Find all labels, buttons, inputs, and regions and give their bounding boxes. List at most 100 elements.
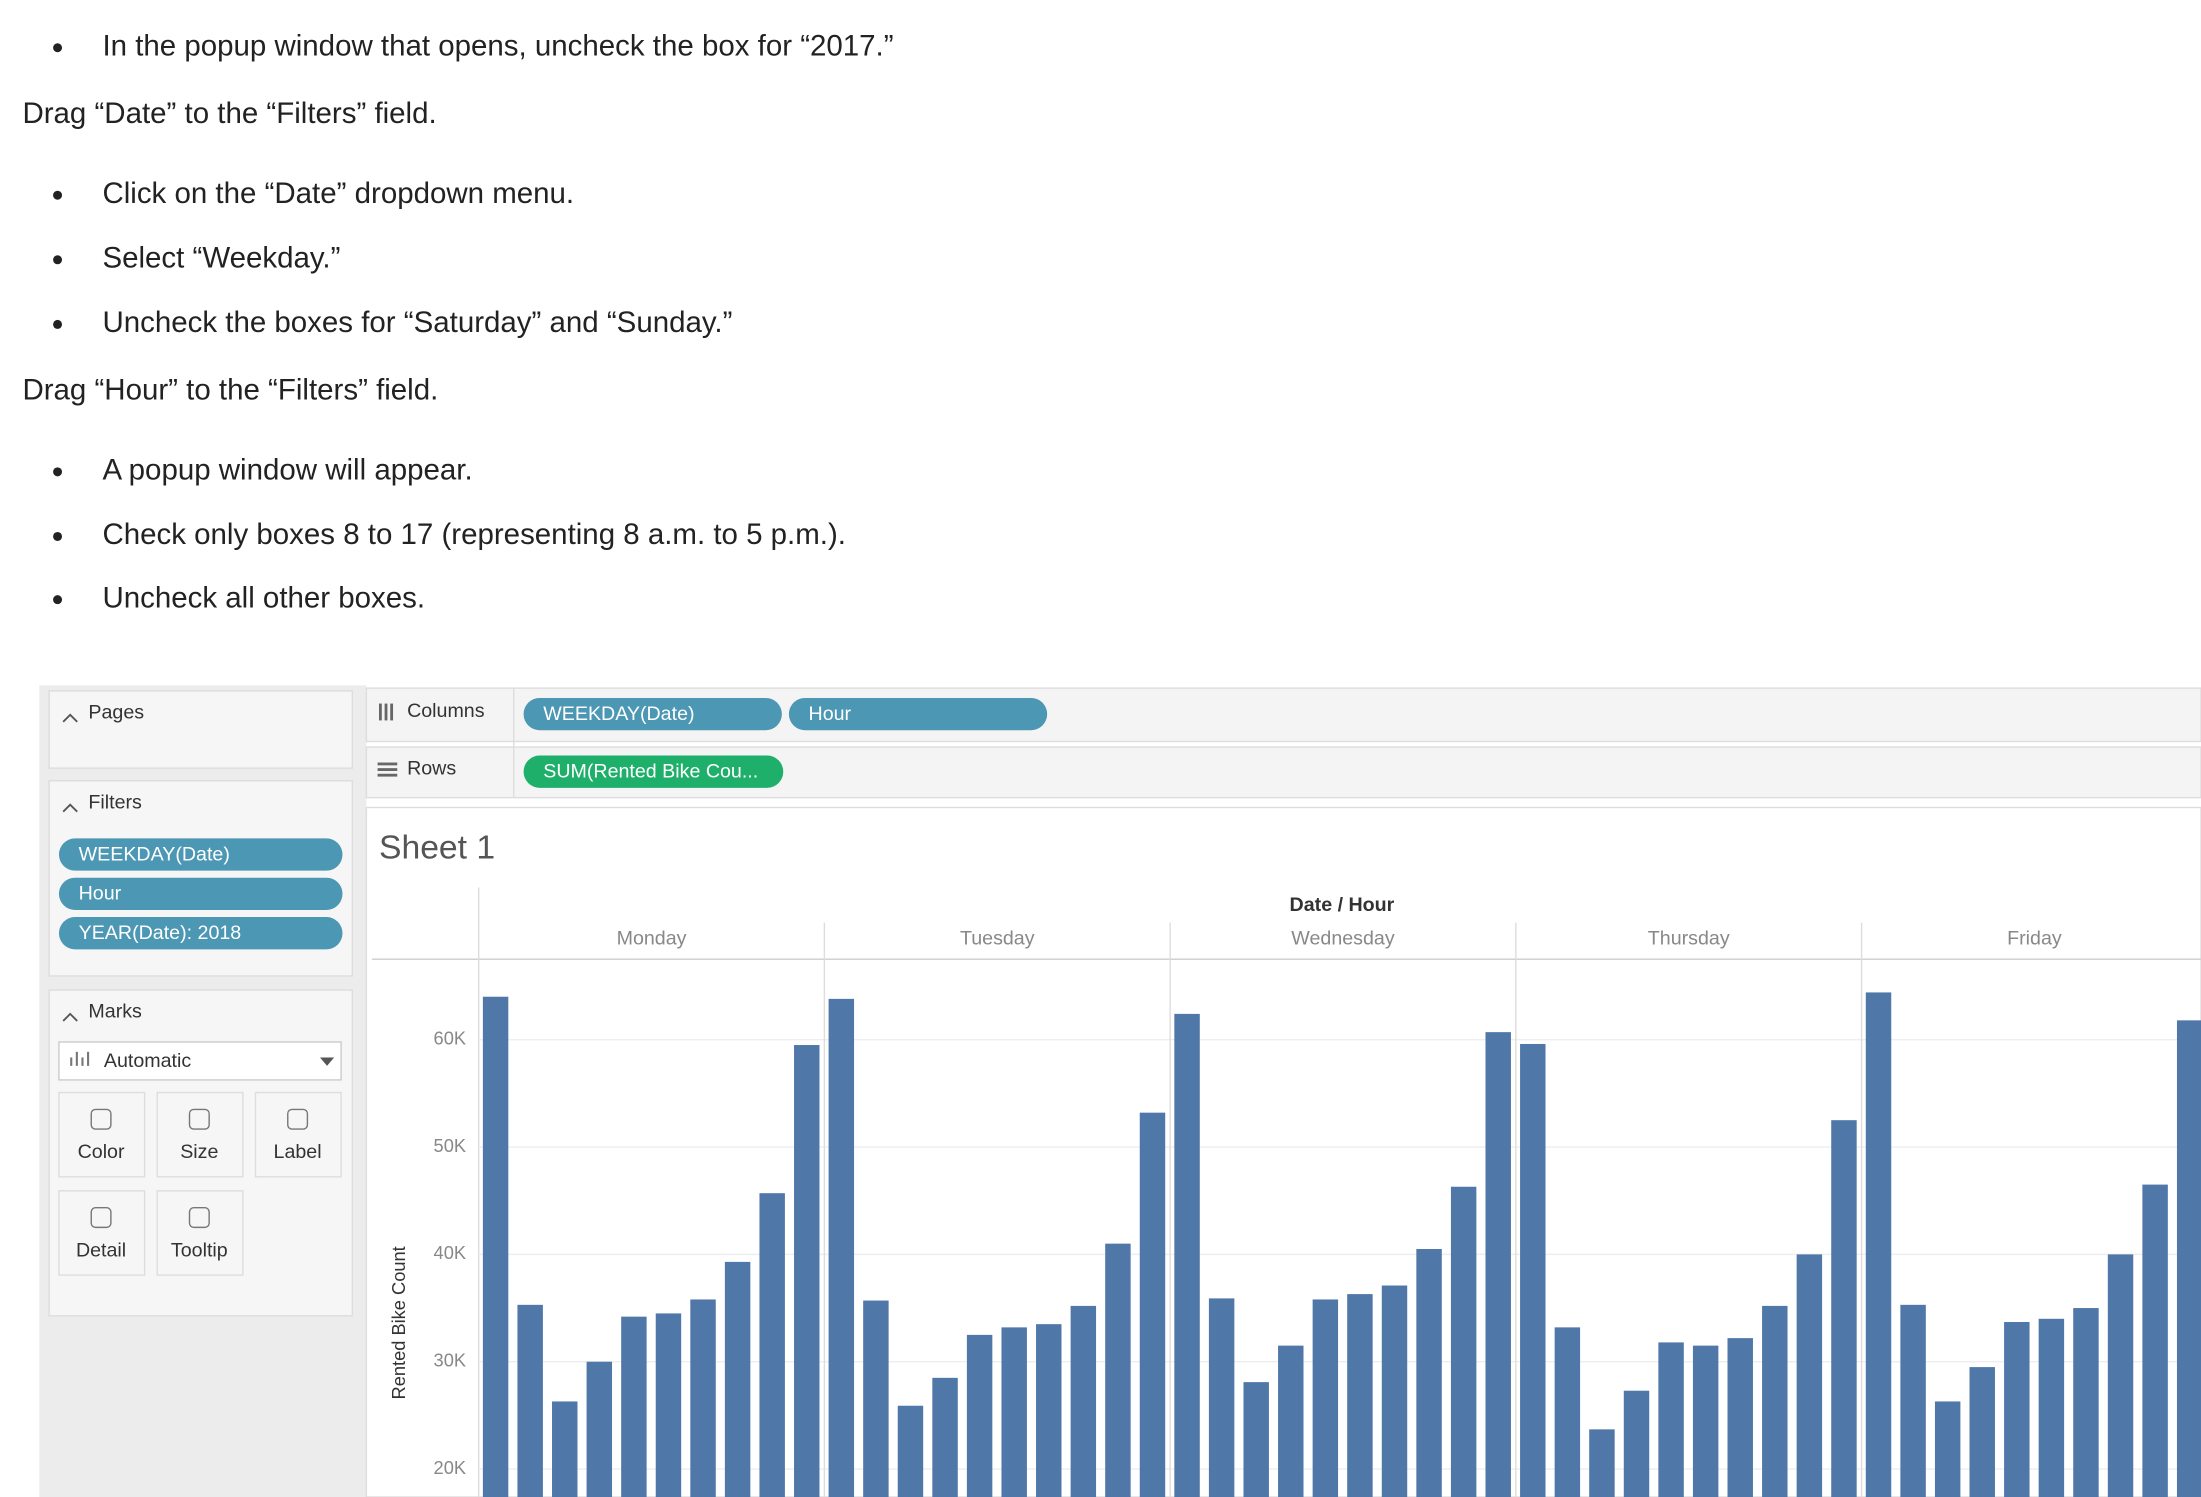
bar [517, 1304, 543, 1497]
day-header: Monday [617, 928, 687, 950]
marks-button-icon [90, 1207, 112, 1229]
instruction-text: Uncheck the boxes for “Saturday” and “Su… [102, 306, 732, 339]
columns-icon [384, 703, 388, 721]
bar [932, 1377, 958, 1497]
bar [1243, 1382, 1269, 1497]
rows-icon [377, 773, 398, 777]
instruction-text: Uncheck all other boxes. [102, 581, 425, 614]
marks-button-icon [90, 1108, 112, 1130]
marks-button[interactable] [156, 1091, 244, 1178]
bar [2176, 1020, 2201, 1497]
pill-label: YEAR(Date): 2018 [79, 922, 242, 944]
pages-title: Pages [88, 702, 144, 724]
marks-button-label: Size [180, 1141, 218, 1163]
bullet [53, 190, 63, 200]
bar [586, 1361, 613, 1497]
bar [1139, 1112, 1166, 1497]
bar [1105, 1243, 1131, 1497]
bar [1347, 1294, 1373, 1497]
bar [1450, 1186, 1477, 1497]
marks-button-label: Detail [76, 1239, 126, 1261]
bar [1036, 1324, 1062, 1497]
bar [1589, 1429, 1615, 1497]
bar [2073, 1308, 2099, 1497]
dropdown-arrow [320, 1057, 335, 1066]
instruction-text: Click on the “Date” dropdown menu. [102, 177, 574, 210]
bar [863, 1300, 889, 1497]
marks-button[interactable] [254, 1091, 342, 1178]
marks-button-label: Color [78, 1141, 125, 1163]
pages-card [48, 690, 354, 769]
marks-button[interactable] [58, 1091, 146, 1178]
bar [759, 1193, 785, 1497]
pill[interactable] [523, 755, 784, 788]
bullet [53, 531, 63, 541]
pill[interactable] [58, 917, 343, 950]
bar [2038, 1318, 2065, 1497]
sheet-title: Sheet 1 [379, 830, 495, 867]
bar [1381, 1285, 1408, 1497]
bullet [53, 43, 63, 53]
bar [1001, 1327, 1027, 1497]
instruction-text: Drag “Hour” to the “Filters” field. [22, 374, 438, 407]
pill[interactable] [523, 697, 782, 731]
bar [1900, 1304, 1926, 1497]
day-header: Wednesday [1291, 928, 1395, 950]
pill-label: Hour [809, 703, 852, 725]
mark-type-icon [70, 1057, 73, 1066]
bar [1520, 1043, 1546, 1497]
pill[interactable] [788, 697, 1048, 731]
bar [794, 1045, 820, 1497]
bullet [53, 595, 63, 605]
bar [621, 1316, 647, 1497]
instruction-text: Drag “Date” to the “Filters” field. [22, 97, 436, 130]
bar [724, 1261, 751, 1497]
pill[interactable] [58, 877, 343, 910]
bar [1796, 1254, 1823, 1497]
marks-button-icon [188, 1207, 210, 1229]
bar [1485, 1032, 1511, 1497]
columns-label: Columns [407, 700, 485, 722]
bar [1554, 1327, 1581, 1497]
bar [1969, 1367, 1995, 1497]
bar [828, 998, 855, 1497]
bar [1416, 1249, 1442, 1497]
bar [1865, 992, 1892, 1497]
columns-icon [378, 703, 382, 721]
collapse-caret [62, 1012, 78, 1022]
day-header: Friday [2007, 928, 2062, 950]
bullet [53, 319, 63, 329]
bar [1658, 1342, 1684, 1497]
bar [1312, 1299, 1339, 1497]
mark-type-dropdown[interactable] [58, 1041, 342, 1081]
y-tick-label: 60K [434, 1027, 466, 1048]
collapse-caret [62, 713, 78, 723]
mark-type-icon [87, 1051, 90, 1066]
instruction-text: Check only boxes 8 to 17 (representing 8… [102, 518, 845, 551]
marks-button[interactable] [58, 1190, 146, 1276]
bullet [53, 467, 63, 477]
filters-title: Filters [88, 791, 142, 813]
bar [690, 1299, 716, 1497]
bar [1727, 1338, 1753, 1497]
pill-label: Hour [79, 883, 122, 905]
day-header: Thursday [1648, 928, 1730, 950]
mark-type: Automatic [104, 1050, 191, 1072]
bar [2004, 1322, 2030, 1497]
bar [655, 1313, 682, 1497]
mark-type-icon [75, 1051, 78, 1066]
instruction-text: Select “Weekday.” [102, 242, 340, 275]
instruction-text: A popup window will appear. [102, 454, 472, 487]
y-tick-label: 20K [434, 1457, 466, 1478]
marks-title: Marks [88, 1001, 142, 1023]
bar [552, 1401, 578, 1497]
marks-button[interactable] [156, 1190, 244, 1276]
y-tick-label: 30K [434, 1350, 466, 1371]
bar [966, 1334, 993, 1497]
bar [1623, 1390, 1650, 1497]
bar [1070, 1305, 1097, 1497]
pill[interactable] [58, 838, 343, 871]
bar [1278, 1345, 1304, 1497]
